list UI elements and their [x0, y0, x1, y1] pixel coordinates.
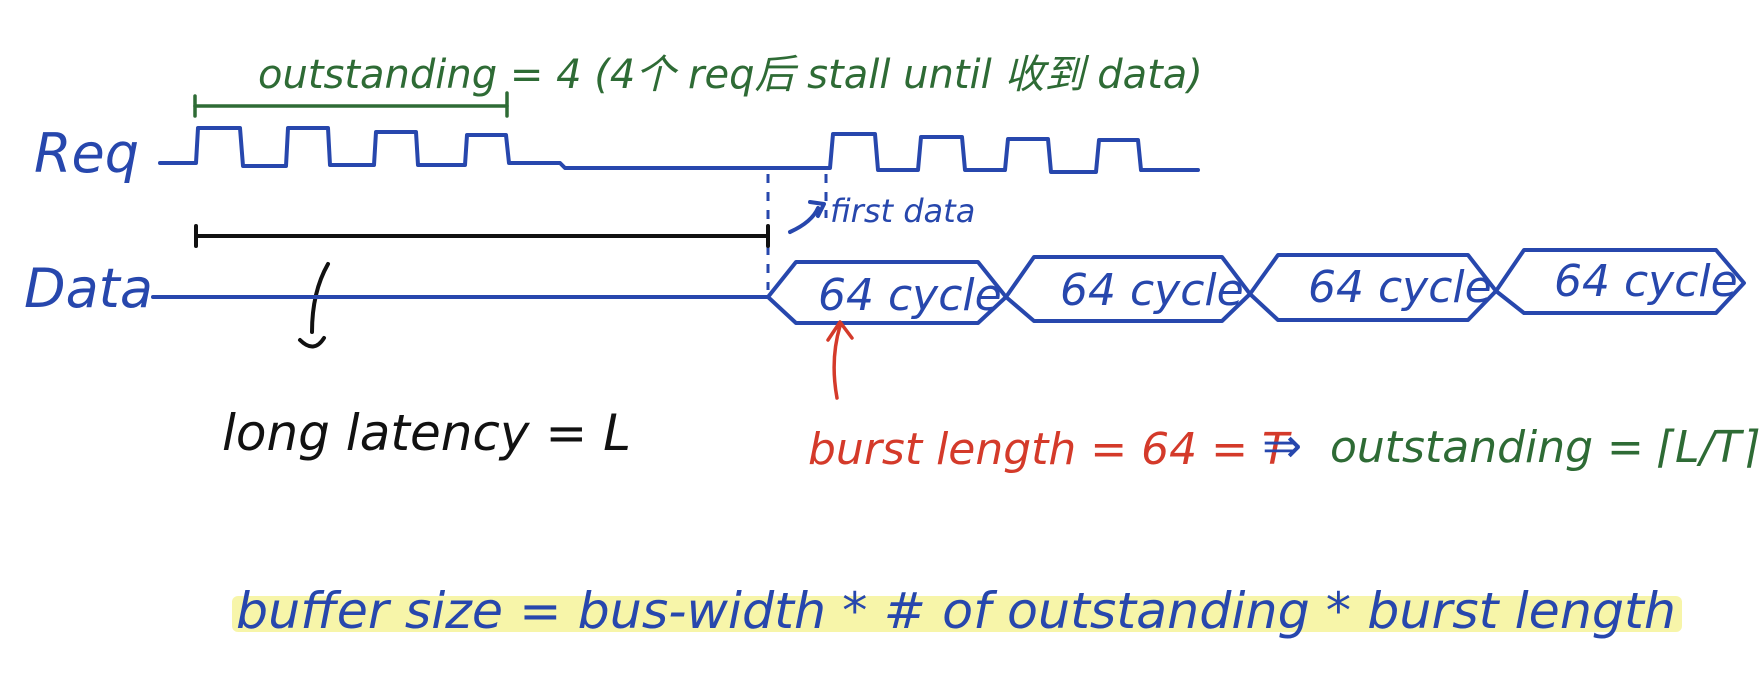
- buffer-size-formula: buffer size = bus-width * # of outstandi…: [236, 582, 1676, 640]
- burst-length-label: burst length = 64 = T: [808, 424, 1292, 475]
- data-signal-label: Data: [24, 257, 153, 320]
- implies-symbol: ⇒: [1262, 418, 1302, 474]
- data-burst-label: 64 cycle: [1060, 265, 1244, 316]
- req-waveform: [158, 126, 1200, 174]
- latency-span: [194, 224, 770, 248]
- data-burst-1: 64 cycle: [766, 260, 1008, 325]
- data-burst-3: 64 cycle: [1248, 253, 1498, 322]
- req-signal-label: Req: [34, 122, 139, 185]
- outstanding-note: outstanding = 4 (4个 req后 stall until 收到 …: [258, 52, 1203, 98]
- first-data-arrow: [788, 200, 826, 234]
- burst-arrow: [826, 320, 854, 400]
- latency-label: long latency = L: [222, 404, 631, 462]
- data-burst-2: 64 cycle: [1004, 255, 1252, 323]
- formula-highlight: [232, 596, 1682, 632]
- first-data-label: first data: [830, 192, 975, 230]
- outstanding-bracket: [193, 91, 509, 118]
- data-burst-4: 64 cycle: [1494, 248, 1746, 315]
- latency-pointer: [298, 262, 330, 349]
- outstanding-formula: outstanding = ⌈L/T⌉: [1330, 422, 1759, 473]
- data-burst-label: 64 cycle: [1308, 262, 1492, 313]
- data-burst-label: 64 cycle: [818, 270, 1002, 321]
- data-burst-label: 64 cycle: [1554, 256, 1738, 307]
